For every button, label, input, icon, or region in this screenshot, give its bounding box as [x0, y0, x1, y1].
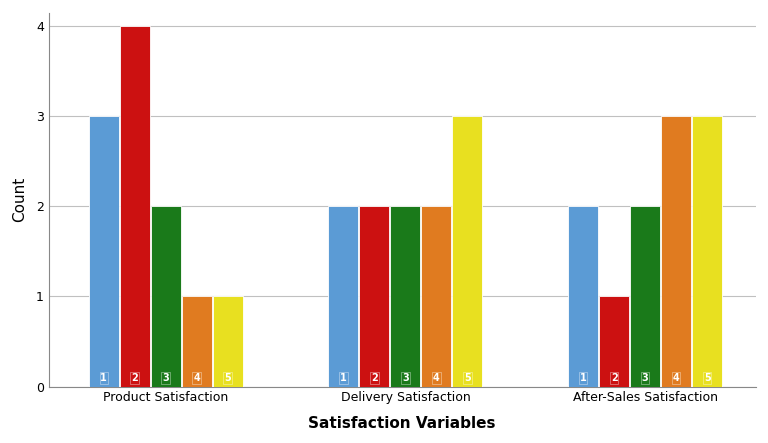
Text: 3: 3 [402, 373, 409, 383]
Bar [181, 296, 211, 387]
Bar [213, 296, 243, 387]
Y-axis label: Count: Count [12, 177, 28, 222]
Text: 1: 1 [340, 373, 347, 383]
Text: 4: 4 [194, 373, 200, 383]
Bar [631, 206, 660, 387]
Bar [452, 116, 482, 387]
Bar [120, 26, 150, 387]
Bar [359, 206, 389, 387]
Text: 2: 2 [611, 373, 617, 383]
Text: 5: 5 [464, 373, 471, 383]
X-axis label: Satisfaction Variables: Satisfaction Variables [308, 416, 496, 431]
Text: 3: 3 [162, 373, 169, 383]
Text: 5: 5 [224, 373, 231, 383]
Bar [151, 206, 180, 387]
Text: 4: 4 [673, 373, 680, 383]
Bar [390, 206, 420, 387]
Bar [661, 116, 691, 387]
Bar [329, 206, 359, 387]
Bar [88, 116, 118, 387]
Text: 4: 4 [433, 373, 440, 383]
Text: 1: 1 [101, 373, 107, 383]
Text: 5: 5 [703, 373, 710, 383]
Bar [568, 206, 598, 387]
Bar [692, 116, 722, 387]
Bar [599, 296, 629, 387]
Text: 3: 3 [642, 373, 649, 383]
Text: 2: 2 [371, 373, 378, 383]
Text: 1: 1 [580, 373, 587, 383]
Text: 2: 2 [131, 373, 138, 383]
Bar [422, 206, 452, 387]
